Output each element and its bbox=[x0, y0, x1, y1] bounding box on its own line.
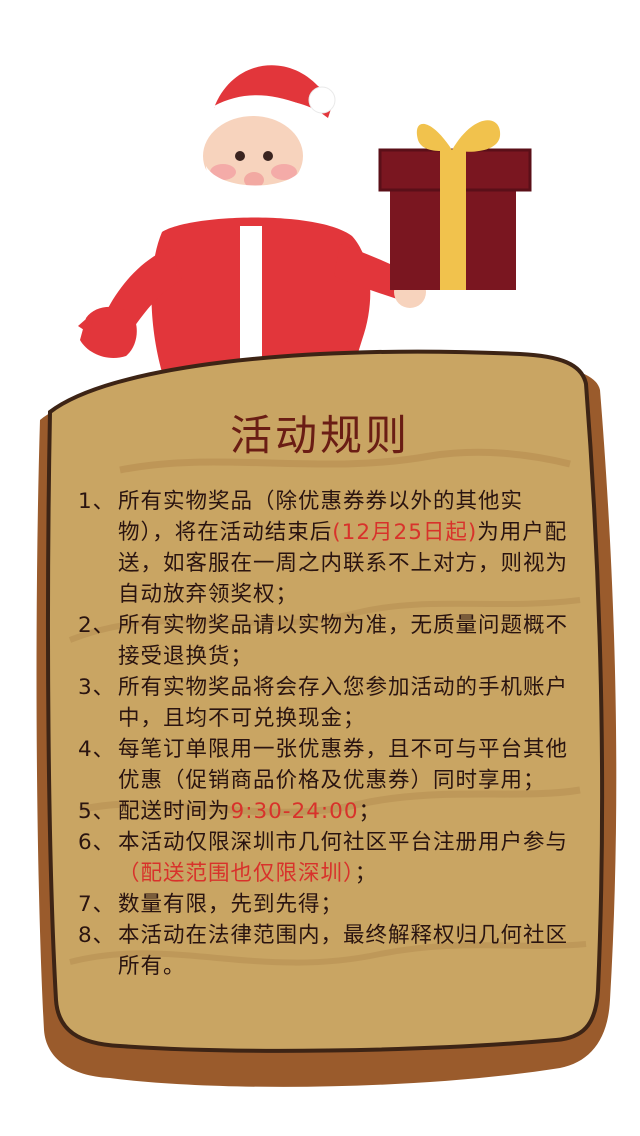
rule-highlight-text: （配送范围也仅限深圳） bbox=[118, 861, 355, 886]
rule-item: 3、 所有实物奖品将会存入您参加活动的手机账户中，且均不可兑换现金； bbox=[78, 672, 578, 734]
rule-text: 所有实物奖品将会存入您参加活动的手机账户中，且均不可兑换现金； bbox=[118, 675, 569, 731]
rule-number: 6、 bbox=[78, 830, 116, 855]
rule-number: 8、 bbox=[78, 923, 116, 948]
rule-text: 本活动仅限深圳市几何社区平台注册用户参与 bbox=[118, 830, 569, 855]
santa-claus-icon bbox=[78, 65, 426, 372]
rule-number: 3、 bbox=[78, 675, 116, 700]
rule-text: ； bbox=[358, 799, 382, 824]
rule-number: 7、 bbox=[78, 892, 116, 917]
gift-box-icon bbox=[378, 120, 532, 290]
rule-number: 2、 bbox=[78, 613, 116, 638]
rule-text: 所有实物奖品请以实物为准，无质量问题概不接受退换货； bbox=[118, 613, 569, 669]
page-title: 活动规则 bbox=[229, 411, 410, 460]
rule-item: 7、 数量有限，先到先得； bbox=[78, 889, 578, 920]
rule-text: 每笔订单限用一张优惠券，且不可与平台其他优惠（促销商品价格及优惠券）同时享用； bbox=[118, 737, 569, 793]
rule-number: 5、 bbox=[78, 799, 116, 824]
rule-number: 4、 bbox=[78, 737, 116, 762]
rule-highlight-text: 9:30-24:00 bbox=[230, 799, 359, 824]
rule-text: ； bbox=[354, 861, 378, 886]
rule-item: 2、 所有实物奖品请以实物为准，无质量问题概不接受退换货； bbox=[78, 610, 578, 672]
rule-item: 6、 本活动仅限深圳市几何社区平台注册用户参与 （配送范围也仅限深圳）； bbox=[78, 827, 578, 889]
rule-text: 数量有限，先到先得； bbox=[118, 892, 344, 917]
rule-text: 配送时间为 bbox=[118, 799, 231, 824]
rule-item: 1、 所有实物奖品（除优惠券券以外的其他实物），将在活动结束后(12月25日起)为… bbox=[78, 486, 578, 610]
rule-text: 本活动在法律范围内，最终解释权归几何社区所有。 bbox=[118, 923, 569, 979]
rules-list: 1、 所有实物奖品（除优惠券券以外的其他实物），将在活动结束后(12月25日起)为… bbox=[78, 486, 578, 982]
parchment-scroll bbox=[36, 349, 617, 1087]
rule-text: 为用户配送，如客服在一周之内联系不上对方，则视为自动放弃领奖权； bbox=[118, 520, 569, 607]
rule-number: 1、 bbox=[78, 489, 116, 514]
rule-item: 5、 配送时间为9:30-24:00； bbox=[78, 796, 578, 827]
rule-item: 4、 每笔订单限用一张优惠券，且不可与平台其他优惠（促销商品价格及优惠券）同时享用… bbox=[78, 734, 578, 796]
rule-highlight-text: (12月25日起) bbox=[332, 520, 478, 545]
rule-text: 所有实物奖品（除优惠券券以外的其他实物），将在活动结束后 bbox=[118, 489, 524, 545]
rule-item: 8、 本活动在法律范围内，最终解释权归几何社区所有。 bbox=[78, 920, 578, 982]
